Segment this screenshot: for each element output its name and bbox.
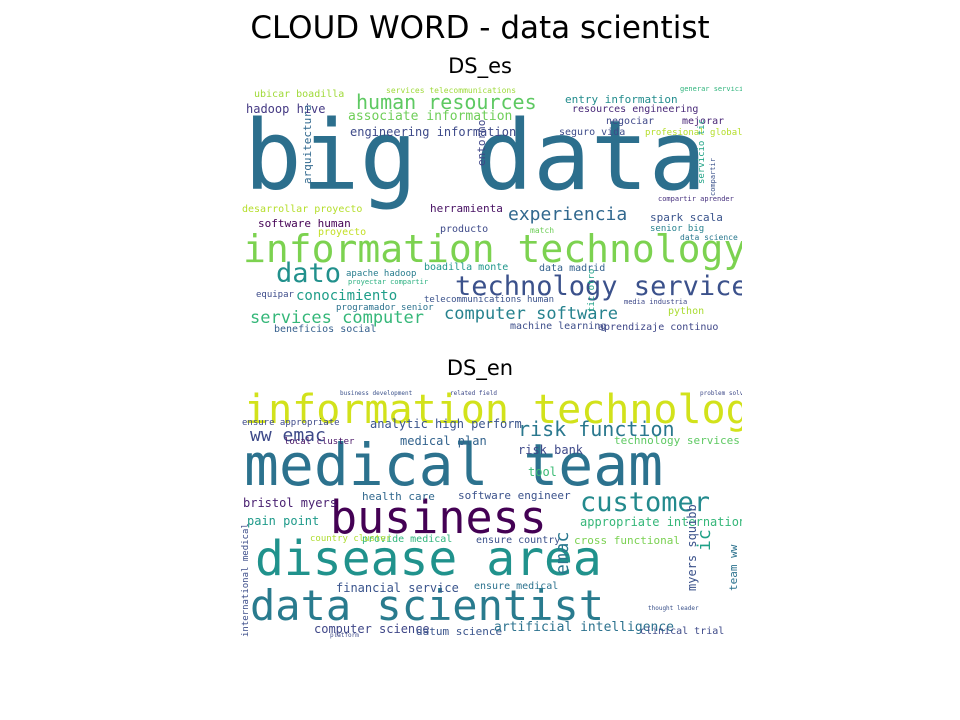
cloud-word: proyecto	[318, 227, 367, 238]
cloud-word: generar servicio	[680, 86, 742, 93]
cloud-word: spark scala	[650, 211, 723, 224]
cloud-word: entorno	[475, 119, 488, 166]
cloud-word: equipar	[256, 290, 294, 300]
cloud-word: clinical trial	[640, 626, 725, 637]
cloud-word: information technology	[243, 227, 742, 271]
cloud-word: pain point	[247, 514, 320, 528]
cloud-word: compartir	[709, 158, 717, 196]
cloud-word: associate information	[348, 109, 513, 124]
cloud-word: ensure appropriate	[242, 418, 340, 428]
cloud-word: resources engineering	[572, 104, 699, 115]
cloud-word: medical team	[244, 431, 664, 499]
cloud-word: profesional global	[645, 128, 742, 138]
cloud-word: international medical	[241, 523, 251, 637]
cloud-word: business development	[340, 390, 413, 397]
cloud-word: software human	[258, 217, 351, 230]
cloud-word: team ww	[727, 544, 740, 591]
cloud-word: hadoop hive	[246, 102, 326, 116]
cloud-word: data scientist	[250, 581, 605, 630]
cloud-word: human resources	[356, 90, 537, 114]
cloud-word: aprendizaje continuo	[598, 322, 719, 333]
cloud-word: herramienta	[430, 202, 503, 215]
cloud-word: seguro vida	[559, 127, 626, 138]
cloud-title-ds-es: DS_es	[448, 54, 512, 78]
cloud-word: senior big	[650, 224, 705, 234]
cloud-word: tool	[528, 465, 557, 479]
cloud-word: computer software	[444, 304, 618, 324]
cloud-word: engineering information	[350, 125, 517, 139]
cloud-word: appropriate international	[580, 515, 742, 529]
cloud-word: myers squibb	[685, 504, 699, 591]
cloud-word: emac	[552, 531, 573, 575]
cloud-word: media industria	[624, 298, 688, 306]
cloud-word: business	[330, 491, 547, 544]
cloud-word: risk bank	[518, 443, 584, 457]
cloud-word: telecommunications human	[424, 295, 555, 305]
cloud-word: mejorar	[682, 116, 725, 127]
cloud-word: big data	[244, 100, 707, 212]
cloud-word: match	[530, 226, 555, 235]
cloud-word: python	[668, 306, 705, 317]
cloud-word: artificial intelligence	[494, 620, 675, 635]
cloud-word: risk function	[518, 417, 675, 441]
cloud-word: ubicar boadilla	[254, 89, 345, 100]
cloud-word: financial service	[336, 581, 459, 595]
cloud-word: negociar	[606, 116, 655, 127]
word-cloud-ds-en: medical team information technology diseas…	[240, 387, 742, 641]
cloud-word: conocimiento	[296, 288, 398, 304]
cloud-word: ensure medical	[474, 581, 559, 592]
cloud-word: bristol myers	[243, 496, 337, 510]
cloud-word: medical plan	[400, 434, 487, 448]
cloud-word: desarrollar proyecto	[242, 204, 363, 215]
cloud-word: entry information	[565, 93, 678, 106]
cloud-word: thought leader	[648, 605, 699, 612]
word-cloud-ds-es: big data information technology technology…	[240, 86, 742, 340]
cloud-word: experiencia	[508, 204, 628, 225]
cloud-word: servicio tic	[697, 118, 707, 184]
cloud-word: local cluster	[284, 437, 355, 447]
cloud-word: ww emac	[250, 425, 326, 446]
cloud-word: programador senior	[336, 303, 434, 313]
cloud-word: services telecommunications	[386, 86, 517, 95]
cloud-word: related field	[450, 390, 497, 397]
cloud-word: country cluster	[310, 534, 392, 544]
cloud-word: data science	[680, 233, 738, 242]
cloud-word: machine learning	[510, 321, 607, 332]
cloud-word: platform	[330, 632, 359, 639]
cloud-word: computer science	[314, 622, 430, 636]
cloud-word: tic otro	[587, 268, 597, 312]
cloud-word: health care	[362, 490, 435, 503]
cloud-word: beneficios social	[274, 324, 377, 335]
cloud-word: datum science	[416, 625, 503, 638]
cloud-word: dato	[276, 258, 342, 289]
cloud-word: cross functional	[574, 534, 680, 547]
cloud-word: software engineer	[458, 489, 571, 502]
cloud-word: services computer	[250, 308, 424, 328]
cloud-word: disease area	[255, 531, 602, 587]
cloud-word: compartir aprender	[658, 195, 734, 203]
cloud-word: data madrid	[539, 263, 606, 274]
cloud-word: provide medical	[362, 534, 453, 545]
cloud-word: producto	[440, 224, 489, 235]
cloud-word: boadilla monte	[424, 262, 509, 273]
cloud-word: analytic high perform	[370, 417, 522, 431]
cloud-word: ensure country	[476, 535, 561, 546]
cloud-word: apache hadoop	[346, 269, 417, 279]
cloud-word: technology services	[455, 271, 742, 302]
cloud-word: customer	[580, 487, 711, 518]
cloud-word: problem solve	[700, 390, 742, 397]
cloud-title-ds-en: DS_en	[446, 356, 514, 380]
cloud-word: arquitectura	[301, 104, 314, 184]
page-title: CLOUD WORD - data scientist	[250, 10, 710, 46]
cloud-word: information technology	[244, 387, 742, 433]
cloud-word: proyectar compartir	[348, 278, 429, 286]
cloud-word: technology services	[614, 434, 740, 447]
